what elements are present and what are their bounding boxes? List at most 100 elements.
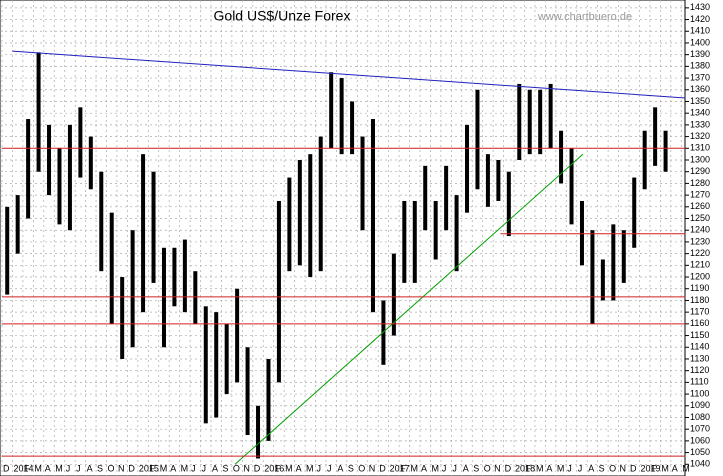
- range-bar: [569, 148, 574, 225]
- range-bar: [78, 107, 83, 178]
- x-tick-label: J: [191, 463, 196, 473]
- x-tick-label: F: [651, 463, 657, 473]
- x-tick-label: M: [536, 463, 544, 473]
- range-bar: [548, 83, 553, 149]
- range-bar: [141, 154, 146, 313]
- x-tick-label: F: [400, 463, 406, 473]
- range-bar: [370, 119, 375, 313]
- y-tick-label: 1170: [690, 307, 709, 317]
- y-tick-label: 1270: [690, 189, 710, 199]
- range-bar: [600, 259, 605, 301]
- x-tick-label: O: [358, 463, 365, 473]
- range-bar: [161, 247, 166, 348]
- range-bar: [287, 177, 292, 272]
- y-tick-label: 1240: [690, 225, 710, 235]
- range-bar: [151, 171, 156, 283]
- y-tick-label: 1190: [690, 283, 709, 293]
- range-bar: [527, 89, 532, 155]
- range-bar: [109, 212, 114, 324]
- y-tick-label: 1050: [690, 447, 710, 457]
- range-bar: [632, 177, 637, 248]
- x-tick-label: J: [327, 463, 332, 473]
- x-tick-label: N: [494, 463, 501, 473]
- x-tick-label: S: [599, 463, 605, 473]
- x-tick-label: A: [463, 463, 469, 473]
- x-tick-label: J: [442, 463, 447, 473]
- y-tick-label: 1400: [690, 37, 710, 47]
- range-bar: [203, 306, 208, 424]
- x-tick-label: J: [578, 463, 583, 473]
- range-bar: [67, 124, 72, 231]
- range-bar: [559, 130, 564, 184]
- x-tick-label: J: [76, 463, 81, 473]
- range-bar: [454, 195, 459, 272]
- x-tick-label: A: [87, 463, 93, 473]
- y-tick-label: 1350: [690, 96, 710, 106]
- x-tick-label: M: [682, 463, 690, 473]
- y-tick-label: 1370: [690, 72, 710, 82]
- y-tick-label: 1040: [690, 459, 710, 469]
- x-tick-label: S: [348, 463, 354, 473]
- y-tick-label: 1300: [690, 154, 710, 164]
- x-tick-label: 2016: [264, 463, 284, 473]
- range-bar: [412, 200, 417, 283]
- y-tick-label: 1210: [690, 260, 710, 270]
- range-bar: [475, 89, 480, 190]
- y-tick-label: 1430: [690, 2, 710, 12]
- range-bar: [485, 154, 490, 207]
- range-bar: [360, 136, 365, 231]
- y-tick-label: 1260: [690, 201, 710, 211]
- range-bar: [538, 89, 543, 155]
- range-bar: [590, 230, 595, 324]
- x-tick-label: D: [254, 463, 261, 473]
- y-tick-label: 1390: [690, 49, 710, 59]
- y-tick-label: 1070: [690, 424, 710, 434]
- x-tick-label: S: [222, 463, 228, 473]
- x-tick-label: N: [118, 463, 125, 473]
- x-tick-label: 2019: [640, 463, 660, 473]
- x-tick-label: M: [285, 463, 293, 473]
- x-tick-label: A: [212, 463, 218, 473]
- range-bar: [579, 200, 584, 266]
- y-tick-label: 1250: [690, 213, 710, 223]
- range-bar: [465, 124, 470, 213]
- y-tick-label: 1150: [690, 330, 709, 340]
- x-tick-label: M: [661, 463, 669, 473]
- x-tick-label: O: [108, 463, 115, 473]
- range-bar: [256, 405, 261, 459]
- range-bar: [235, 288, 240, 383]
- x-tick-label: M: [557, 463, 565, 473]
- x-tick-label: D: [128, 463, 135, 473]
- x-tick-label: J: [567, 463, 572, 473]
- range-bar: [402, 200, 407, 283]
- range-bar: [88, 136, 93, 190]
- y-tick-label: 1200: [690, 271, 710, 281]
- x-tick-label: S: [473, 463, 479, 473]
- range-bar: [433, 200, 438, 260]
- range-bar: [130, 230, 135, 348]
- y-tick-label: 1360: [690, 84, 710, 94]
- y-tick-label: 1120: [690, 365, 709, 375]
- x-tick-label: F: [24, 463, 30, 473]
- range-bar: [517, 83, 522, 160]
- range-bar: [329, 72, 334, 149]
- x-tick-label: 2015: [139, 463, 159, 473]
- x-tick-label: M: [431, 463, 439, 473]
- x-tick-label: M: [34, 463, 42, 473]
- range-bar: [653, 107, 658, 166]
- y-tick-label: 1330: [690, 119, 710, 129]
- x-tick-label: N: [369, 463, 376, 473]
- range-bar: [339, 78, 344, 155]
- range-bar: [663, 130, 668, 172]
- x-tick-label: A: [296, 463, 302, 473]
- x-tick-label: M: [306, 463, 314, 473]
- y-tick-label: 1310: [690, 143, 710, 153]
- x-tick-label: A: [546, 463, 552, 473]
- y-tick-label: 1410: [690, 26, 710, 36]
- y-tick-label: 1090: [690, 400, 710, 410]
- x-tick-label: A: [588, 463, 594, 473]
- range-bar: [444, 165, 449, 231]
- x-tick-label: O: [484, 463, 491, 473]
- x-tick-label: J: [202, 463, 207, 473]
- range-bar: [5, 206, 10, 295]
